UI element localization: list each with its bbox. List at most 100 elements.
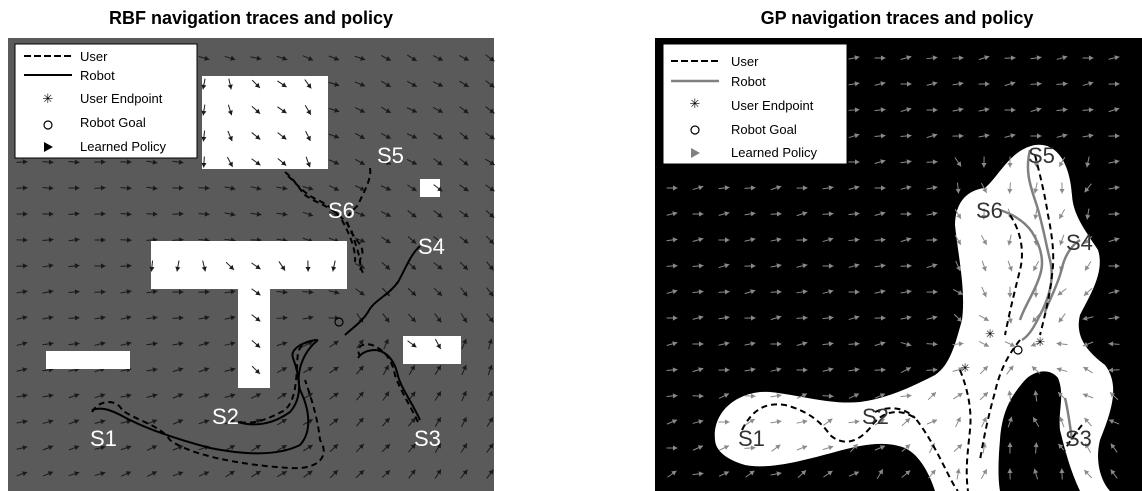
policy-arrow	[1114, 289, 1120, 295]
policy-arrow	[905, 444, 911, 450]
policy-arrow	[930, 469, 936, 475]
policy-arrow	[152, 211, 158, 217]
gp-legend-user-endpoint: User Endpoint	[731, 98, 814, 113]
policy-arrow	[1010, 81, 1016, 87]
policy-arrow	[255, 108, 261, 114]
triangle-icon	[44, 142, 53, 152]
policy-arrow	[281, 367, 287, 372]
policy-arrow	[254, 82, 260, 88]
policy-arrow	[333, 366, 339, 372]
policy-arrow	[1007, 468, 1013, 474]
policy-arrow	[1110, 469, 1116, 475]
policy-arrow	[1085, 265, 1090, 271]
policy-arrow	[906, 159, 912, 165]
policy-arrow	[723, 471, 729, 476]
rbf-legend-user-endpoint: User Endpoint	[80, 91, 163, 106]
rbf-legend-robot-goal: Robot Goal	[80, 115, 146, 130]
trace-gp-s1-user	[741, 403, 959, 491]
policy-arrow	[828, 341, 834, 347]
policy-arrow	[385, 160, 392, 165]
policy-arrow	[984, 133, 990, 139]
policy-arrow	[1056, 341, 1062, 347]
policy-arrow	[776, 263, 782, 269]
policy-arrow	[932, 107, 938, 113]
policy-arrow	[48, 419, 54, 425]
policy-arrow	[1084, 187, 1090, 193]
policy-arrow	[776, 341, 782, 347]
policy-arrow	[359, 237, 366, 243]
policy-arrow	[698, 211, 704, 217]
policy-arrow	[854, 107, 860, 113]
policy-arrow	[100, 237, 106, 243]
policy-arrow	[802, 367, 808, 373]
policy-arrow	[22, 159, 28, 165]
policy-arrow	[100, 211, 106, 217]
policy-arrow	[880, 367, 886, 373]
policy-arrow	[879, 393, 886, 398]
policy-arrow	[282, 211, 288, 217]
policy-arrow	[956, 265, 961, 271]
policy-arrow	[152, 341, 158, 347]
policy-arrow	[906, 315, 912, 321]
policy-arrow	[385, 212, 391, 217]
rbf-legend-user: User	[80, 49, 108, 64]
policy-arrow	[74, 315, 80, 321]
policy-arrow	[1062, 81, 1068, 87]
policy-arrow	[282, 315, 288, 321]
policy-arrow	[880, 315, 886, 321]
policy-arrow	[204, 315, 210, 321]
policy-arrow	[724, 315, 730, 321]
policy-arrow	[1062, 55, 1068, 61]
policy-arrow	[879, 445, 886, 451]
obstacle-small	[420, 179, 440, 197]
policy-arrow	[1007, 162, 1013, 168]
policy-arrow	[1114, 55, 1120, 61]
policy-arrow	[750, 393, 756, 399]
policy-arrow	[201, 136, 207, 142]
policy-arrow	[256, 211, 262, 217]
policy-arrow	[333, 418, 339, 424]
policy-arrow	[906, 107, 912, 113]
trace-gp-s6-robot	[999, 208, 1044, 321]
policy-arrow	[1059, 213, 1064, 219]
policy-arrow	[724, 237, 730, 243]
policy-arrow	[724, 185, 730, 191]
policy-arrow	[489, 56, 495, 62]
policy-arrow	[488, 317, 494, 323]
policy-arrow	[1114, 263, 1120, 269]
policy-arrow	[204, 289, 210, 295]
policy-arrow	[463, 108, 469, 114]
policy-arrow	[488, 417, 493, 423]
policy-arrow	[671, 419, 678, 425]
policy-arrow	[1084, 238, 1090, 244]
policy-arrow	[983, 342, 989, 347]
policy-arrow	[1033, 188, 1039, 194]
policy-arrow	[1036, 133, 1042, 139]
policy-arrow	[906, 237, 912, 243]
rbf-label-s3: S3	[414, 426, 441, 451]
policy-arrow	[281, 445, 287, 450]
policy-arrow	[332, 470, 338, 476]
policy-arrow	[230, 55, 236, 61]
policy-arrow	[1036, 55, 1042, 61]
policy-arrow	[178, 289, 184, 295]
policy-arrow	[358, 417, 364, 423]
gp-label-s2: S2	[862, 404, 889, 429]
policy-arrow	[698, 341, 704, 347]
policy-arrow	[437, 264, 443, 270]
policy-arrow	[178, 367, 184, 373]
policy-arrow	[1108, 419, 1115, 425]
policy-arrow	[227, 110, 233, 116]
policy-arrow	[1033, 390, 1039, 396]
policy-arrow	[932, 367, 938, 373]
policy-arrow	[306, 135, 311, 141]
policy-arrow	[879, 419, 885, 424]
policy-arrow	[126, 263, 132, 269]
policy-arrow	[672, 445, 678, 451]
obstacle-t-stem	[238, 289, 270, 388]
policy-arrow	[852, 443, 858, 449]
policy-arrow	[307, 367, 313, 372]
policy-arrow	[776, 419, 782, 425]
policy-arrow	[333, 392, 339, 398]
policy-arrow	[776, 289, 782, 295]
